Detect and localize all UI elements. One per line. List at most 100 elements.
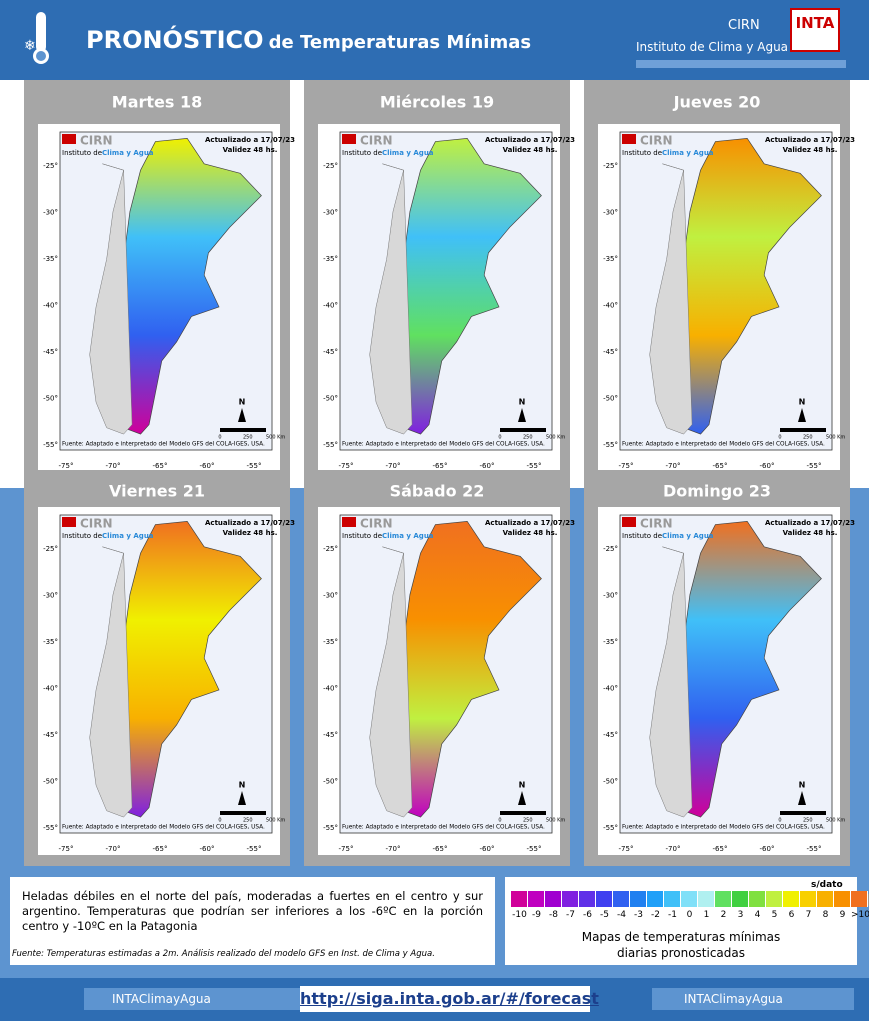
panel-title: Viernes 21	[109, 482, 205, 501]
facebook[interactable]: INTAClimayAgua	[652, 988, 854, 1010]
lon-tick: -65°	[433, 462, 448, 470]
legend-swatch	[834, 891, 851, 907]
map-source: Fuente: Adaptado e interpretado del Mode…	[342, 825, 545, 831]
brand: CIRN	[360, 517, 393, 531]
lon-tick: -55°	[247, 462, 262, 470]
legend-swatch	[579, 891, 596, 907]
logo-mini	[62, 134, 76, 144]
lat-tick: -25°	[603, 162, 618, 170]
lat-tick: -40°	[323, 302, 338, 310]
scale-bar	[780, 428, 826, 432]
panel-title: Miércoles 19	[380, 93, 494, 112]
lon-tick: -75°	[339, 845, 354, 853]
lat-tick: -40°	[603, 685, 618, 693]
north: N	[799, 398, 806, 407]
legend-label: -3	[634, 910, 643, 920]
lat-tick: -55°	[603, 824, 618, 832]
logo-mini	[62, 517, 76, 527]
brand-sub2: Clima y Agua	[102, 532, 154, 540]
panel-title: Domingo 23	[663, 482, 771, 501]
lon-tick: -70°	[386, 845, 401, 853]
updated: Actualizado a 17/07/23	[765, 136, 855, 144]
north: N	[239, 781, 246, 790]
lon-tick: -75°	[619, 845, 634, 853]
legend-swatch	[545, 891, 562, 907]
scale-label: 500 Km	[546, 435, 565, 441]
caption2: diarias pronosticadas	[616, 946, 746, 960]
legend-label: -8	[549, 910, 558, 920]
url[interactable]: http://siga.inta.gob.ar/#/forecast	[300, 986, 599, 1012]
lon-tick: -60°	[760, 462, 775, 470]
lon-tick: -60°	[760, 845, 775, 853]
validity: Validez 48 hs.	[223, 529, 278, 537]
scale-label: 0	[498, 818, 501, 824]
legend-label: 6	[788, 910, 795, 920]
logo: INTA	[790, 8, 840, 52]
scale-label: 500 Km	[546, 818, 565, 824]
legend-swatch	[613, 891, 630, 907]
scale-bar	[780, 811, 826, 815]
updated: Actualizado a 17/07/23	[765, 519, 855, 527]
brand-sub2: Clima y Agua	[662, 532, 714, 540]
lat-tick: -45°	[323, 731, 338, 739]
scale-label: 0	[218, 435, 221, 441]
map-source: Fuente: Adaptado e interpretado del Mode…	[62, 825, 265, 831]
lon-tick: -55°	[527, 462, 542, 470]
lon-tick: -75°	[619, 462, 634, 470]
chile	[649, 163, 693, 435]
brand-sub: Instituto de	[62, 532, 102, 540]
twitter[interactable]: INTAClimayAgua	[84, 988, 312, 1010]
lat-tick: -40°	[323, 685, 338, 693]
lat-tick: -50°	[323, 778, 338, 786]
lat-tick: -50°	[43, 778, 58, 786]
north-arrow	[238, 408, 246, 422]
legend-label: -10	[512, 910, 527, 920]
scale-label: 250	[803, 435, 813, 441]
legend-label: 9	[839, 910, 846, 920]
lon-tick: -60°	[200, 462, 215, 470]
legend-label: 1	[703, 910, 710, 920]
lon-tick: -60°	[200, 845, 215, 853]
validity: Validez 48 hs.	[783, 146, 838, 154]
north: N	[799, 781, 806, 790]
legend-swatch	[630, 891, 647, 907]
validity: Validez 48 hs.	[783, 529, 838, 537]
lat-tick: -55°	[323, 824, 338, 832]
brand: CIRN	[360, 134, 393, 148]
lat-tick: -40°	[603, 302, 618, 310]
brand-sub2: Clima y Agua	[662, 149, 714, 157]
scale-bar	[500, 811, 546, 815]
lat-tick: -45°	[43, 348, 58, 356]
lat-tick: -35°	[43, 255, 58, 263]
logo-mini	[622, 517, 636, 527]
legend-swatch	[647, 891, 664, 907]
lat-tick: -35°	[323, 255, 338, 263]
brand-sub2: Clima y Agua	[102, 149, 154, 157]
lat-tick: -55°	[43, 441, 58, 449]
lat-tick: -35°	[43, 638, 58, 646]
legend-label: 8	[822, 910, 829, 920]
brand-sub: Instituto de	[342, 532, 382, 540]
north: N	[239, 398, 246, 407]
scale-label: 250	[803, 818, 813, 824]
lon-tick: -55°	[527, 845, 542, 853]
scale-label: 0	[498, 435, 501, 441]
updated: Actualizado a 17/07/23	[205, 136, 295, 144]
chile	[369, 163, 413, 435]
legend-swatch	[562, 891, 579, 907]
lon-tick: -60°	[480, 462, 495, 470]
brand-sub2: Clima y Agua	[382, 149, 434, 157]
legend-swatches	[511, 891, 869, 907]
north-arrow	[238, 791, 246, 805]
brand-sub: Instituto de	[62, 149, 102, 157]
title: PRONÓSTICO de Temperaturas Mínimas	[86, 26, 531, 54]
scale-label: 0	[218, 818, 221, 824]
nodata-label: s/dato	[811, 880, 843, 890]
lat-tick: -25°	[43, 545, 58, 553]
twitter-handle: INTAClimayAgua	[112, 992, 211, 1006]
lat-tick: -55°	[603, 441, 618, 449]
brand-sub: Instituto de	[622, 532, 662, 540]
validity: Validez 48 hs.	[223, 146, 278, 154]
svg-text:❄: ❄	[24, 38, 36, 54]
